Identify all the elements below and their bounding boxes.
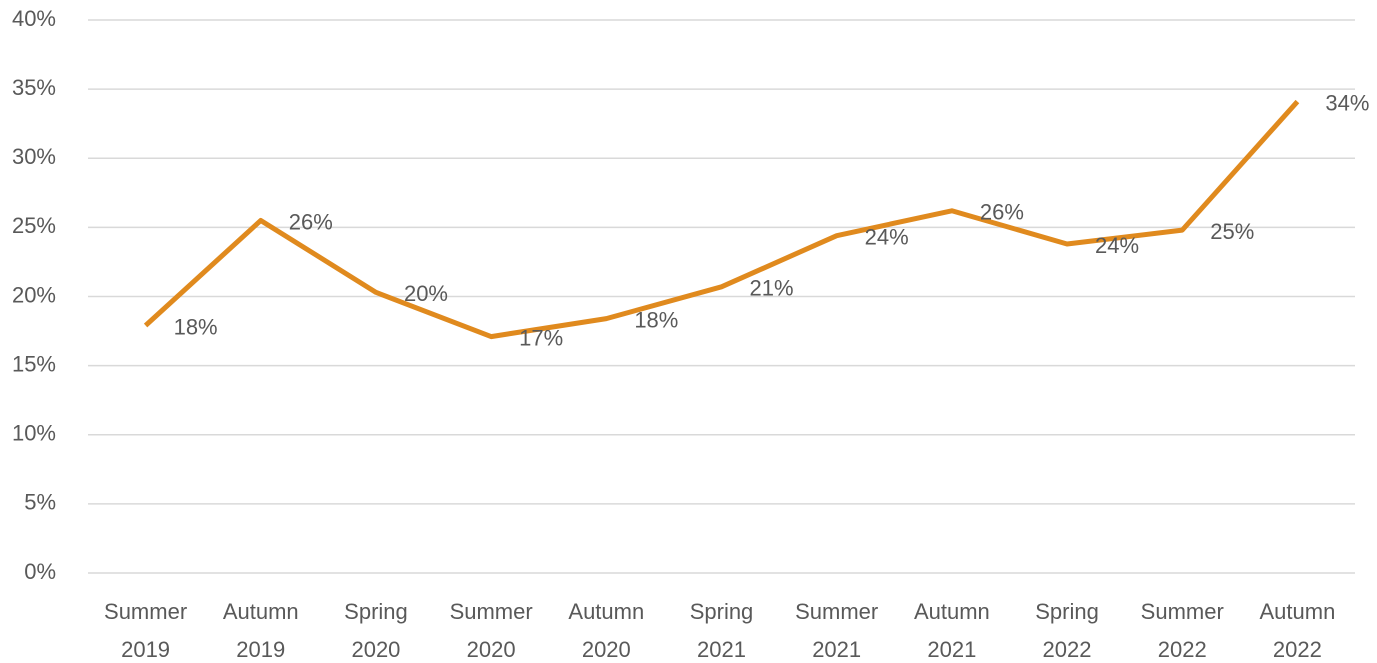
data-label: 26% — [980, 200, 1024, 225]
x-tick-label: Autumn 2019 — [222, 599, 299, 662]
y-tick-label: 35% — [12, 75, 56, 100]
x-tick-label: Autumn 2020 — [568, 599, 645, 662]
x-tick-label: Summer 2022 — [1140, 599, 1224, 662]
y-tick-label: 15% — [12, 351, 56, 376]
data-label: 34% — [1325, 90, 1369, 115]
y-tick-label: 0% — [24, 559, 56, 584]
y-tick-label: 25% — [12, 213, 56, 238]
x-tick-label: Spring 2020 — [344, 599, 408, 662]
x-tick-label: Summer 2019 — [104, 599, 188, 662]
data-label: 18% — [174, 314, 218, 339]
data-label: 17% — [519, 325, 563, 350]
y-tick-label: 20% — [12, 282, 56, 307]
line-series — [143, 99, 1300, 340]
x-tick-label: Autumn 2021 — [913, 599, 990, 662]
data-label: 24% — [865, 224, 909, 249]
data-label: 20% — [404, 281, 448, 306]
y-tick-label: 5% — [24, 490, 56, 515]
data-label: 21% — [750, 276, 794, 301]
data-label: 25% — [1210, 219, 1254, 244]
y-tick-label: 40% — [12, 6, 56, 31]
x-tick-label: Spring 2022 — [1035, 599, 1099, 662]
data-label: 26% — [289, 209, 333, 234]
data-label: 24% — [1095, 233, 1139, 258]
x-tick-label: Summer 2020 — [449, 599, 533, 662]
y-tick-label: 30% — [12, 144, 56, 169]
x-tick-label: Autumn 2022 — [1259, 599, 1336, 662]
x-tick-label: Summer 2021 — [795, 599, 879, 662]
x-tick-label: Spring 2021 — [689, 599, 754, 662]
y-tick-label: 10% — [12, 421, 56, 446]
data-label: 18% — [634, 307, 678, 332]
